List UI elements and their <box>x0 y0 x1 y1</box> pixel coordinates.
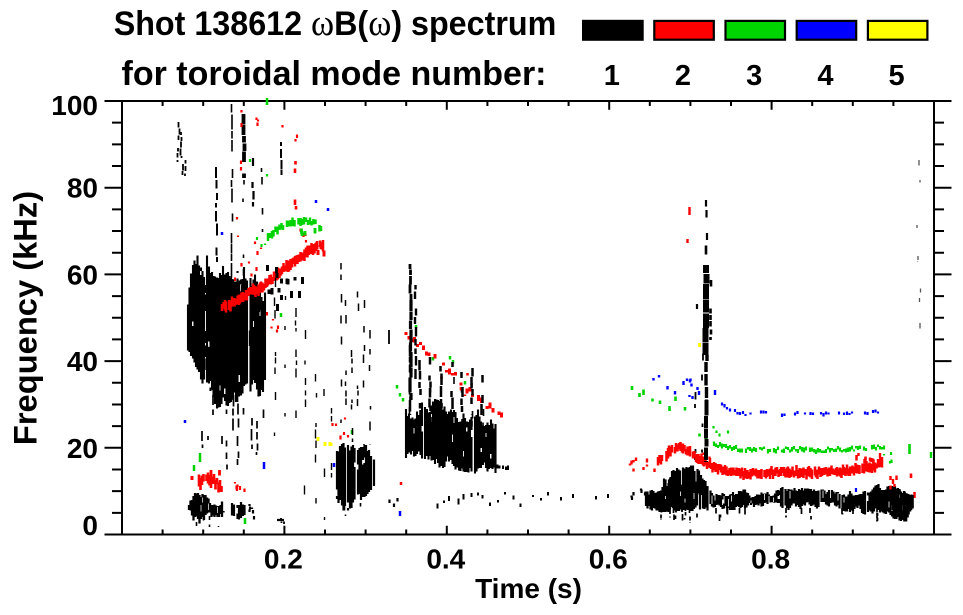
svg-text:60: 60 <box>67 259 98 290</box>
svg-text:5: 5 <box>889 60 905 92</box>
svg-text:0.2: 0.2 <box>264 544 303 575</box>
svg-text:0.8: 0.8 <box>751 544 790 575</box>
svg-text:2: 2 <box>675 60 691 92</box>
svg-text:0: 0 <box>82 510 98 541</box>
svg-text:0.6: 0.6 <box>589 544 628 575</box>
svg-text:Shot 138612 ωB(ω) spectrum: Shot 138612 ωB(ω) spectrum <box>114 3 557 44</box>
svg-text:4: 4 <box>817 60 833 92</box>
svg-text:80: 80 <box>67 173 98 204</box>
svg-text:0.4: 0.4 <box>426 544 465 575</box>
svg-text:1: 1 <box>604 60 620 92</box>
svg-text:Frequency (kHz): Frequency (kHz) <box>7 191 44 445</box>
svg-text:20: 20 <box>67 433 98 464</box>
svg-text:100: 100 <box>51 90 98 121</box>
svg-text:Time (s): Time (s) <box>475 573 582 604</box>
svg-text:3: 3 <box>746 60 762 92</box>
svg-text:40: 40 <box>67 346 98 377</box>
svg-text:for toroidal mode number:: for toroidal mode number: <box>122 55 547 93</box>
